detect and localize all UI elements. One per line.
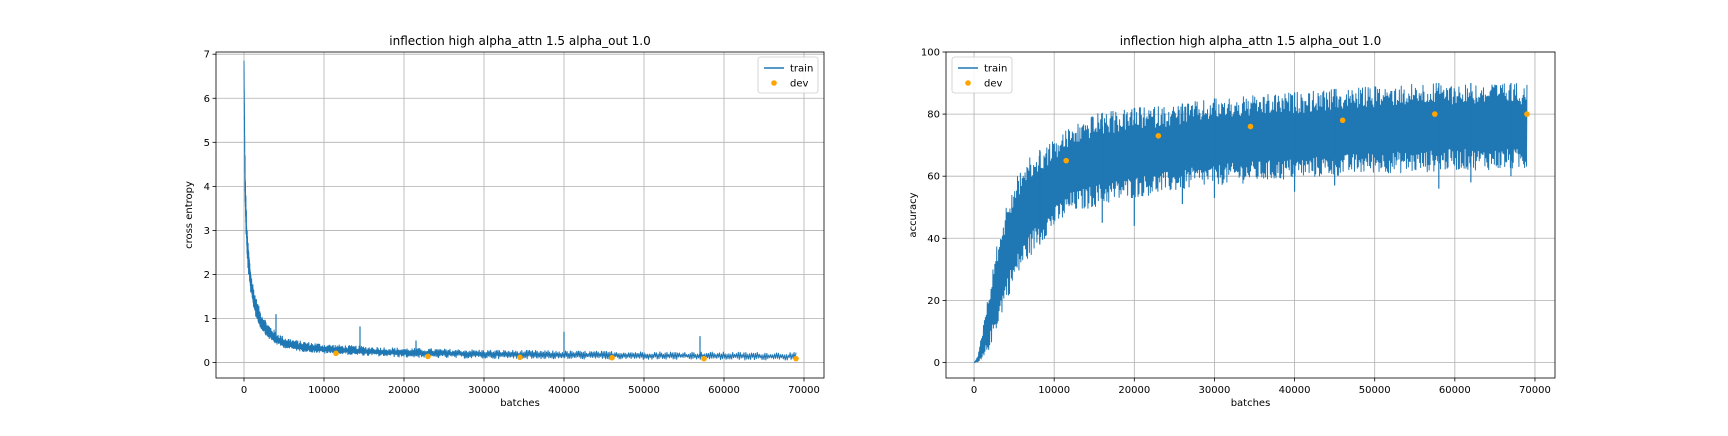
x-tick-label: 30000 — [1199, 385, 1231, 396]
cross-entropy-plot: 0 10000 20000 30000 40000 50000 60000 70000 0 1 2 3… — [184, 34, 825, 409]
dev-point — [517, 354, 523, 361]
x-tick-label: 0 — [971, 385, 977, 396]
dev-point — [1063, 157, 1069, 164]
plot-series — [973, 82, 1530, 363]
x-tick-label: 50000 — [628, 385, 660, 396]
y-tick-label: 20 — [927, 296, 940, 307]
dev-point — [793, 355, 799, 362]
accuracy-plot: 0 10000 20000 30000 40000 50000 60000 70000 0 20 4… — [908, 34, 1556, 409]
plot-frame — [215, 51, 825, 379]
x-axis-label: batches — [1231, 398, 1271, 409]
x-axis-label: batches — [500, 398, 540, 409]
plot-series — [243, 60, 799, 362]
dev-point — [333, 350, 339, 357]
x-tick-label: 60000 — [708, 385, 740, 396]
legend-dev-label: dev — [984, 79, 1003, 90]
y-tick-label: 80 — [927, 110, 940, 121]
x-tick-label: 70000 — [788, 385, 820, 396]
y-tick-label: 40 — [927, 234, 940, 245]
y-tick-label: 1 — [204, 314, 210, 325]
legend-train-label: train — [984, 64, 1007, 75]
y-tick-label: 100 — [921, 48, 940, 59]
legend-dev-label: dev — [790, 79, 809, 90]
plot-frame — [945, 51, 1556, 379]
grid-lines — [216, 52, 824, 378]
legend-box — [757, 56, 819, 94]
y-tick-label: 7 — [204, 50, 210, 61]
dev-point — [1432, 111, 1438, 117]
dev-point — [701, 355, 707, 362]
x-tick-label: 10000 — [308, 385, 340, 396]
legend-train-label: train — [790, 64, 813, 75]
x-tick-label: 20000 — [388, 385, 420, 396]
x-tick-label: 20000 — [1118, 385, 1150, 396]
chart-title: inflection high alpha_attn 1.5 alpha_out… — [1120, 34, 1381, 48]
train-series-line — [973, 82, 1528, 363]
y-tick-label: 0 — [934, 358, 940, 369]
x-tick-label: 40000 — [548, 385, 580, 396]
y-tick-label: 4 — [204, 182, 210, 193]
y-axis-label: cross entropy — [184, 181, 195, 249]
dev-point — [425, 353, 431, 360]
legend: train dev — [757, 56, 819, 94]
y-tick-label: 60 — [927, 172, 940, 183]
dev-point — [1339, 117, 1346, 124]
chart-title: inflection high alpha_attn 1.5 alpha_out… — [389, 34, 650, 48]
dev-point — [1155, 133, 1162, 139]
y-tick-label: 5 — [204, 138, 210, 149]
y-tick-label: 6 — [204, 94, 210, 105]
legend-dev-swatch — [965, 80, 971, 86]
y-tick-label: 2 — [204, 270, 210, 281]
legend: train dev — [951, 56, 1013, 94]
dev-point — [1524, 111, 1530, 117]
x-tick-label: 70000 — [1519, 385, 1551, 396]
dev-point — [609, 354, 615, 361]
x-tick-label: 30000 — [468, 385, 500, 396]
x-tick-label: 0 — [241, 385, 247, 396]
y-axis-label: accuracy — [908, 192, 919, 237]
legend-dev-swatch — [771, 80, 777, 86]
y-tick-label: 3 — [204, 226, 210, 237]
x-tick-label: 40000 — [1279, 385, 1311, 396]
x-tick-label: 10000 — [1038, 385, 1070, 396]
dev-point — [1247, 123, 1254, 130]
x-tick-label: 50000 — [1359, 385, 1391, 396]
legend-box — [951, 56, 1013, 94]
x-tick-label: 60000 — [1439, 385, 1471, 396]
y-tick-label: 0 — [204, 358, 210, 369]
